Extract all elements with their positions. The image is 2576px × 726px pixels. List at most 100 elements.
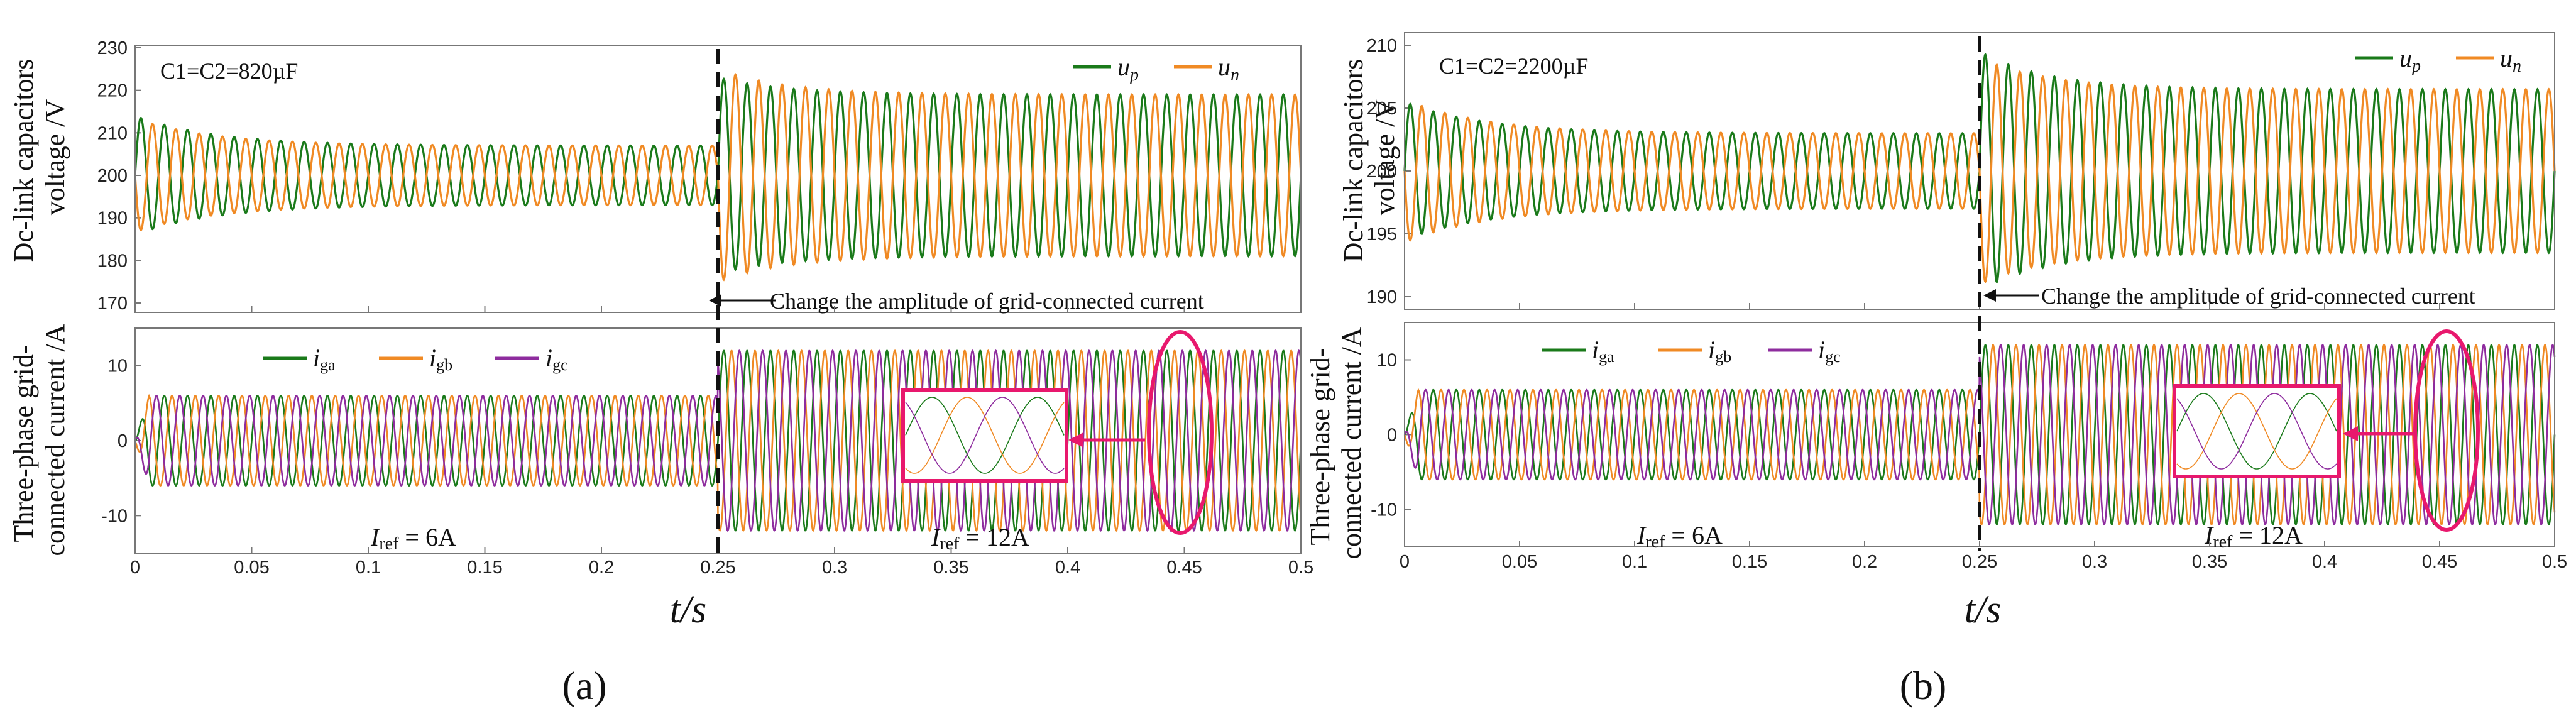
panel-a-top-ylabel: Dc-link capacitors voltage /V xyxy=(8,52,70,263)
legend-igc-label: igc xyxy=(545,344,568,374)
panel-a-bottom-legend: iga igb igc xyxy=(263,344,568,374)
panel-a-event-annotation: Change the amplitude of grid-connected c… xyxy=(709,289,1204,314)
ytick-label: 205 xyxy=(1367,99,1397,119)
xtick-label: 0.25 xyxy=(700,558,735,578)
panel-a-label: (a) xyxy=(562,663,606,708)
panel-a-zoom-ellipse xyxy=(1147,330,1214,535)
legend-up-label: up xyxy=(1117,53,1139,85)
ytick-label: 220 xyxy=(97,81,128,101)
xtick-label: 0 xyxy=(1400,552,1410,572)
panel-b-top-series xyxy=(1403,52,2556,284)
legend-igb-label-b: igb xyxy=(1708,336,1731,366)
panel-a-capacitance-label: C1=C2=820µF xyxy=(160,58,298,84)
panel-a-iref-after: Iref = 12A xyxy=(931,523,1029,554)
xtick-label: 0.05 xyxy=(234,558,269,578)
event-arrowhead xyxy=(709,294,721,307)
xtick-label: 0.4 xyxy=(2312,552,2337,572)
panel-a-top-legend: up un xyxy=(1073,53,1239,85)
ytick-label: 190 xyxy=(1367,287,1397,307)
ytick-label: 0 xyxy=(118,431,128,451)
panel-b-top-plot: Dc-link capacitors voltage /V 210 205 200 1… xyxy=(1338,32,2556,310)
xtick-label: 0.4 xyxy=(1055,558,1080,578)
panel-b-event-annotation: Change the amplitude of grid-connected c… xyxy=(1983,283,2475,309)
ytick-label: -10 xyxy=(1371,500,1397,520)
xtick-label: 0.1 xyxy=(1622,552,1647,572)
ytick-label: 230 xyxy=(97,38,128,58)
panel-a-bottom-plot: Three-phase grid- connected current /A 1… xyxy=(8,324,1302,556)
ytick-label: 170 xyxy=(97,294,128,314)
panel-b-iref-before: Iref = 6A xyxy=(1636,521,1723,552)
xtick-label: 0.05 xyxy=(1502,552,1537,572)
ytick-label: 210 xyxy=(97,123,128,143)
panel-a-bottom-ylabel: Three-phase grid- connected current /A xyxy=(8,324,70,556)
legend-un-label-b: un xyxy=(2500,44,2521,76)
ytick-label: 200 xyxy=(1367,162,1397,182)
series-u-n xyxy=(1403,63,2556,283)
panel-b-bottom-ylabel: Three-phase grid- connected current /A xyxy=(1305,327,1367,559)
ytick-label: 200 xyxy=(97,166,128,186)
panel-b-top-ylabel: Dc-link capacitors voltage /V xyxy=(1338,52,1400,263)
panel-b-zoom-arrowhead xyxy=(2343,426,2358,441)
panel-b-capacitance-label: C1=C2=2200µF xyxy=(1439,53,1588,79)
legend-up-label-b: up xyxy=(2399,44,2421,76)
panel-b-iref-after: Iref = 12A xyxy=(2204,521,2303,552)
event-text: Change the amplitude of grid-connected c… xyxy=(770,289,1204,314)
xtick-label: 0.45 xyxy=(1166,558,1202,578)
xtick-label: 0.15 xyxy=(1732,552,1767,572)
legend-igb-label: igb xyxy=(429,344,452,374)
event-text-b: Change the amplitude of grid-connected c… xyxy=(2041,283,2475,309)
panel-a-iref-before: Iref = 6A xyxy=(370,523,456,554)
xtick-label: 0 xyxy=(130,558,140,578)
xtick-label: 0.2 xyxy=(1852,552,1877,572)
panel-b-xticks: 0 0.05 0.1 0.15 0.2 0.25 0.3 0.35 0.4 0.45 0.5 xyxy=(1400,303,2567,572)
legend-un-label: un xyxy=(1218,53,1239,85)
xtick-label: 0.45 xyxy=(2422,552,2457,572)
panel-b-top-yticks: 210 205 200 195 190 xyxy=(1367,36,1411,307)
panel-a-xticks: 0 0.05 0.1 0.15 0.2 0.25 0.3 0.35 0.4 0.45 0.5 xyxy=(130,306,1313,578)
panel-b-xlabel: t/s xyxy=(1965,588,2002,631)
ytick-label: 190 xyxy=(97,209,128,229)
xtick-label: 0.35 xyxy=(933,558,968,578)
inset-i-gc xyxy=(2176,393,2337,470)
ytick-label: 10 xyxy=(107,356,128,377)
panel-b-bottom-plot: Three-phase grid- connected current /A 1… xyxy=(1305,322,2556,559)
panel-b-zoom-ellipse xyxy=(2413,329,2480,532)
xtick-label: 0.35 xyxy=(2192,552,2227,572)
event-arrowhead-b xyxy=(1983,289,1996,302)
panel-a: Dc-link capacitors voltage /V 2302202102… xyxy=(8,38,1313,708)
panel-a-bottom-yticks: 10 0 -10 xyxy=(101,356,141,526)
legend-iga-label: iga xyxy=(313,344,336,374)
panel-b-zoom-inset xyxy=(2173,384,2341,478)
ytick-label: 210 xyxy=(1367,36,1397,56)
panel-b-bottom-yticks: 10 0 -10 xyxy=(1371,351,1411,520)
xtick-label: 0.5 xyxy=(2542,552,2567,572)
ytick-label: 180 xyxy=(97,251,128,271)
ytick-label: 195 xyxy=(1367,224,1397,245)
panel-a-xlabel: t/s xyxy=(670,588,707,631)
legend-iga-label-b: iga xyxy=(1592,336,1614,366)
panel-b-zoom-inset-waves xyxy=(2176,393,2337,470)
xtick-label: 0.2 xyxy=(589,558,614,578)
ytick-label: -10 xyxy=(101,506,128,526)
panel-a-zoom-arrowhead xyxy=(1068,432,1083,448)
panel-b-top-legend: up un xyxy=(2355,44,2521,76)
panel-a-zoom-inset xyxy=(901,388,1068,483)
panel-b-bottom-legend: iga igb igc xyxy=(1542,336,1841,366)
ytick-label: 0 xyxy=(1387,426,1397,446)
inset-i-ga xyxy=(905,397,1065,474)
panel-a-zoom-inset-waves xyxy=(905,397,1065,474)
panel-b: Dc-link capacitors voltage /V 210 205 200 1… xyxy=(1305,32,2567,708)
panel-a-top-yticks: 230 220 210 200 190 180 170 xyxy=(97,38,141,314)
series-i-ga xyxy=(134,349,1302,532)
panel-b-label: (b) xyxy=(1900,663,1947,708)
panel-a-top-plot: Dc-link capacitors voltage /V 2302202102… xyxy=(8,38,1302,314)
xtick-label: 0.1 xyxy=(356,558,381,578)
inset-i-ga xyxy=(2176,393,2337,470)
xtick-label: 0.15 xyxy=(467,558,502,578)
xtick-label: 0.3 xyxy=(2082,552,2107,572)
legend-igc-label-b: igc xyxy=(1818,336,1841,366)
xtick-label: 0.5 xyxy=(1288,558,1313,578)
inset-i-gc xyxy=(905,397,1065,474)
ytick-label: 10 xyxy=(1377,351,1397,371)
